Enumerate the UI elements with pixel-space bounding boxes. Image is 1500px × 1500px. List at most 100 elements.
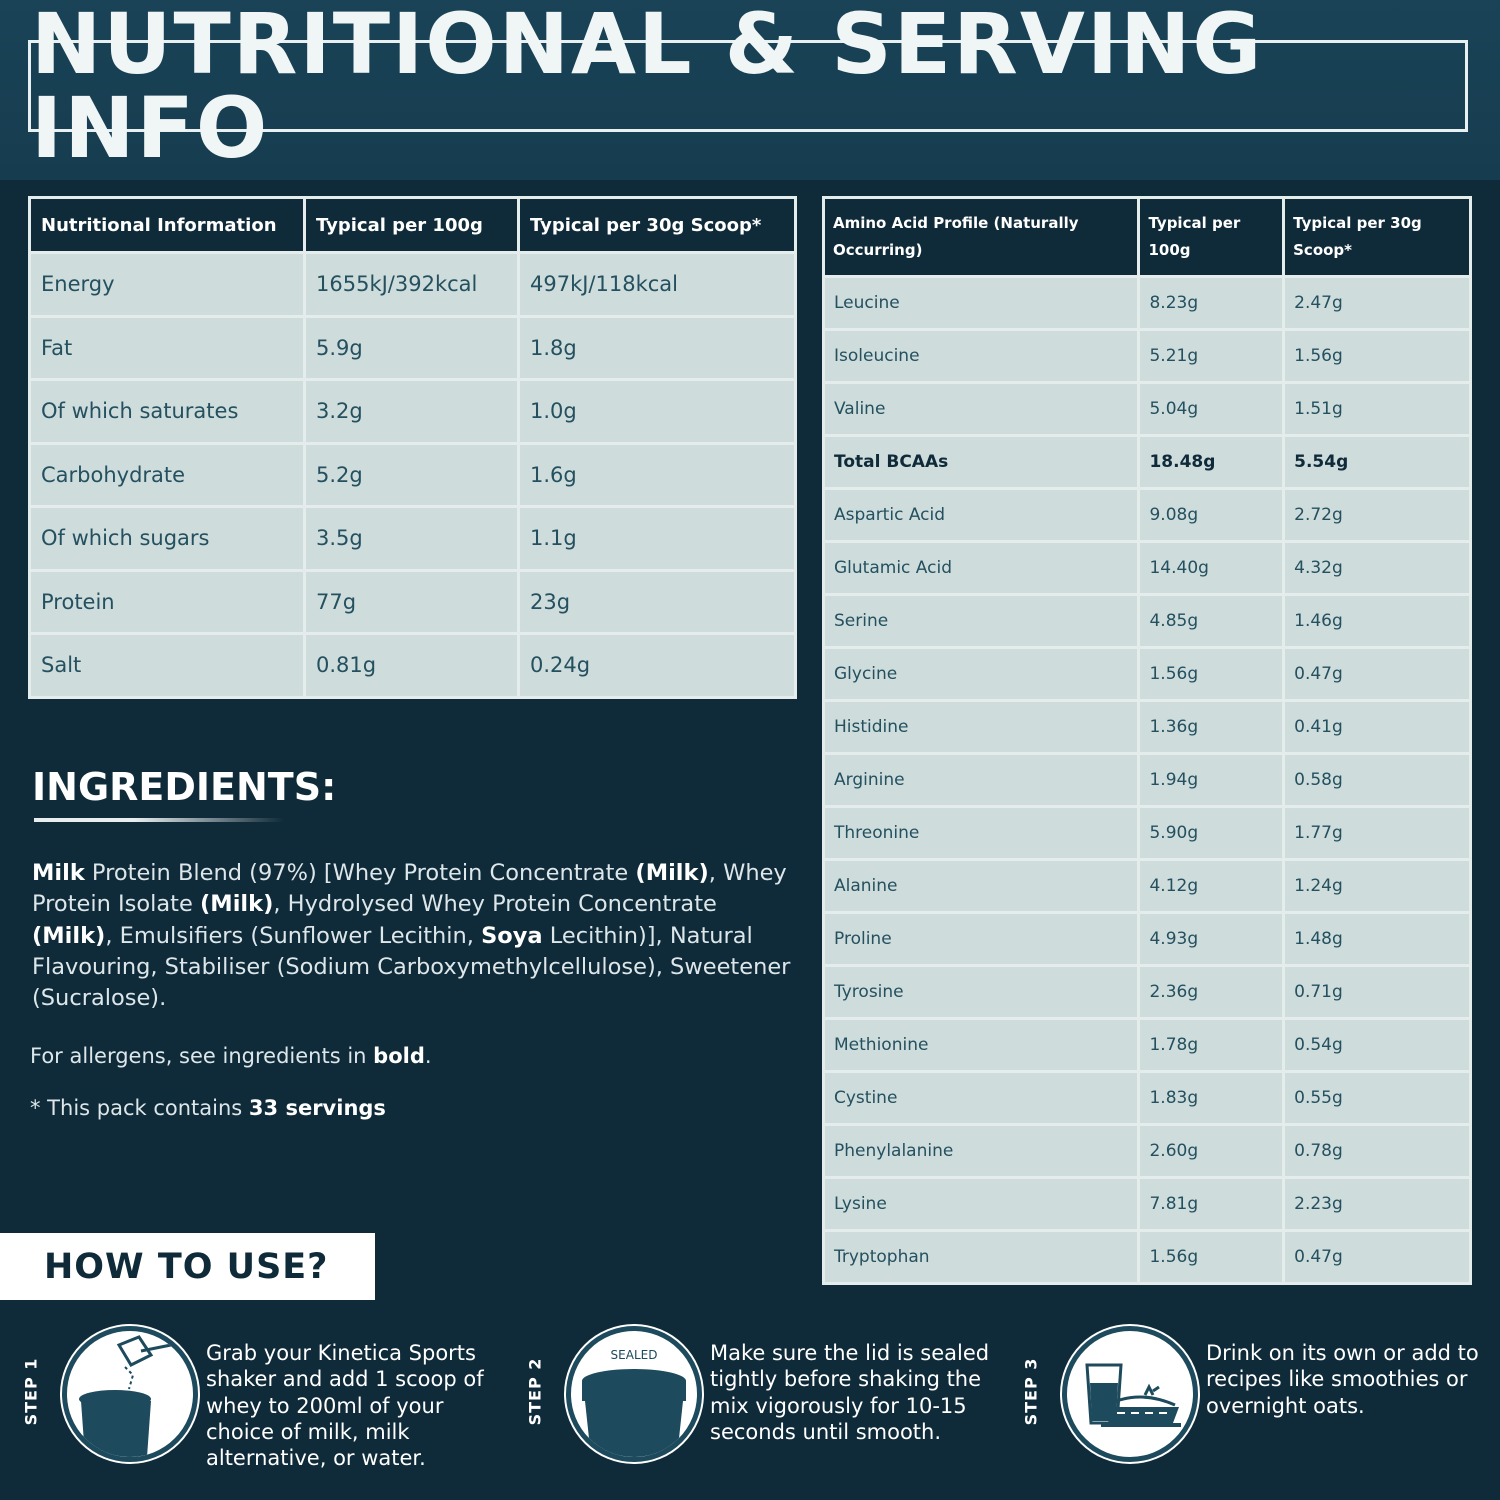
nutrition-cell: Salt <box>31 635 303 696</box>
amino-row: Cystine 1.83g 0.55g <box>825 1073 1469 1123</box>
amino-cell: Glycine <box>825 649 1138 699</box>
nutrition-cell: 1.8g <box>520 317 794 379</box>
servings-note: * This pack contains 33 servings <box>30 1096 386 1120</box>
header-band <box>0 0 1500 180</box>
amino-cell: 9.08g <box>1140 490 1283 540</box>
nutrition-cell: 1.1g <box>520 508 794 569</box>
amino-cell: 2.72g <box>1285 490 1469 540</box>
step-label: STEP 1 <box>16 1326 46 1456</box>
nutrition-cell: 3.2g <box>306 381 517 442</box>
amino-cell: 1.77g <box>1285 808 1469 858</box>
amino-row: Methionine 1.78g 0.54g <box>825 1020 1469 1070</box>
ingredient-text-segment: , Whey Protein Isolate <box>32 860 787 918</box>
amino-cell: 4.85g <box>1140 596 1283 646</box>
page-title: NUTRITIONAL & SERVING INFO <box>31 0 1264 177</box>
nutrition-header-row: Nutritional Information Typical per 100g… <box>31 199 794 251</box>
ingredient-text-segment: Protein Blend (97%) [Whey Protein Concen… <box>84 860 636 886</box>
amino-cell: Valine <box>825 384 1138 434</box>
amino-cell: 5.90g <box>1140 808 1283 858</box>
amino-cell: 1.83g <box>1140 1073 1283 1123</box>
amino-cell: 4.32g <box>1285 543 1469 593</box>
amino-cell: Leucine <box>825 278 1138 328</box>
amino-cell: 1.46g <box>1285 596 1469 646</box>
nutrition-row: Of which sugars 3.5g 1.1g <box>31 508 794 569</box>
nutrition-row: Protein 77g 23g <box>31 571 794 633</box>
amino-cell: 5.04g <box>1140 384 1283 434</box>
amino-cell: 2.23g <box>1285 1179 1469 1229</box>
nutrition-table: Nutritional Information Typical per 100g… <box>28 196 797 699</box>
nutrition-cell: 3.5g <box>306 508 517 569</box>
amino-cell: 1.48g <box>1285 914 1469 964</box>
amino-row: Leucine 8.23g 2.47g <box>825 278 1469 328</box>
amino-cell: Lysine <box>825 1179 1138 1229</box>
amino-row: Lysine 7.81g 2.23g <box>825 1179 1469 1229</box>
amino-cell: 1.56g <box>1140 649 1283 699</box>
amino-row: Glycine 1.56g 0.47g <box>825 649 1469 699</box>
ingredient-text-segment: Lecithin)], Natural Flavouring, Stabilis… <box>32 922 791 1012</box>
step-label-text: STEP 3 <box>1021 1357 1041 1425</box>
amino-cell: 0.58g <box>1285 755 1469 805</box>
amino-cell: 1.78g <box>1140 1020 1283 1070</box>
amino-cell: 1.24g <box>1285 861 1469 911</box>
step-text: Drink on its own or add to recipes like … <box>1206 1341 1479 1418</box>
amino-cell: 1.56g <box>1285 331 1469 381</box>
amino-row: Total BCAAs 18.48g 5.54g <box>825 437 1469 487</box>
nutrition-cell: Of which saturates <box>31 381 303 442</box>
amino-cell: Cystine <box>825 1073 1138 1123</box>
amino-cell: 1.51g <box>1285 384 1469 434</box>
amino-cell: 0.55g <box>1285 1073 1469 1123</box>
amino-header-cell: Amino Acid Profile (Naturally Occurring) <box>825 199 1138 275</box>
amino-acid-table: Amino Acid Profile (Naturally Occurring)… <box>822 196 1472 1285</box>
amino-cell: 1.56g <box>1140 1232 1283 1282</box>
nutrition-cell: 5.2g <box>306 444 517 506</box>
nutrition-cell: Energy <box>31 254 303 315</box>
allergen-word: Soya <box>481 922 543 949</box>
nutrition-cell: Carbohydrate <box>31 444 303 506</box>
amino-row: Alanine 4.12g 1.24g <box>825 861 1469 911</box>
amino-cell: Arginine <box>825 755 1138 805</box>
amino-cell: 2.36g <box>1140 967 1283 1017</box>
allergen-word: (Milk) <box>200 891 274 918</box>
nutrition-cell: Of which sugars <box>31 508 303 569</box>
amino-cell: 4.93g <box>1140 914 1283 964</box>
nutrition-header-cell: Typical per 100g <box>306 199 517 251</box>
allergen-word: (Milk) <box>635 860 709 886</box>
servings-count: 33 servings <box>248 1096 386 1120</box>
nutrition-cell: 497kJ/118kcal <box>520 254 794 315</box>
amino-cell: Isoleucine <box>825 331 1138 381</box>
allergen-word: (Milk) <box>32 922 106 949</box>
amino-cell: Threonine <box>825 808 1138 858</box>
step-label: STEP 2 <box>520 1326 550 1456</box>
allergen-end: . <box>424 1044 432 1068</box>
step-text: Make sure the lid is sealed tightly befo… <box>710 1341 990 1444</box>
amino-cell: 7.81g <box>1140 1179 1283 1229</box>
nutrition-row: Fat 5.9g 1.8g <box>31 317 794 379</box>
amino-cell: Methionine <box>825 1020 1138 1070</box>
ingredients-text: Milk Protein Blend (97%) [Whey Protein C… <box>32 858 792 1014</box>
amino-cell: 14.40g <box>1140 543 1283 593</box>
amino-cell: 5.21g <box>1140 331 1283 381</box>
amino-cell: Glutamic Acid <box>825 543 1138 593</box>
nutrition-cell: 0.24g <box>520 635 794 696</box>
ingredient-text-segment: , Emulsifiers (Sunflower Lecithin, <box>105 922 482 949</box>
amino-cell: 0.41g <box>1285 702 1469 752</box>
nutrition-cell: Fat <box>31 317 303 379</box>
amino-cell: Histidine <box>825 702 1138 752</box>
nutrition-cell: 23g <box>520 571 794 633</box>
amino-cell: 0.54g <box>1285 1020 1469 1070</box>
amino-header-cell: Typical per 100g <box>1140 199 1283 275</box>
amino-cell: Total BCAAs <box>825 437 1138 487</box>
amino-cell: 1.94g <box>1140 755 1283 805</box>
step-text: Grab your Kinetica Sports shaker and add… <box>206 1341 484 1471</box>
amino-row: Tyrosine 2.36g 0.71g <box>825 967 1469 1017</box>
amino-row: Aspartic Acid 9.08g 2.72g <box>825 490 1469 540</box>
sealed-label: SEALED <box>611 1348 658 1362</box>
ingredient-text-segment: , Hydrolysed Whey Protein Concentrate <box>273 891 717 918</box>
amino-row: Histidine 1.36g 0.41g <box>825 702 1469 752</box>
nutrition-cell: 0.81g <box>306 635 517 696</box>
allergen-bold: bold <box>373 1044 425 1068</box>
amino-cell: Tryptophan <box>825 1232 1138 1282</box>
amino-cell: 2.60g <box>1140 1126 1283 1176</box>
nutrition-header-cell: Typical per 30g Scoop* <box>520 199 794 251</box>
nutrition-row: Of which saturates 3.2g 1.0g <box>31 381 794 442</box>
